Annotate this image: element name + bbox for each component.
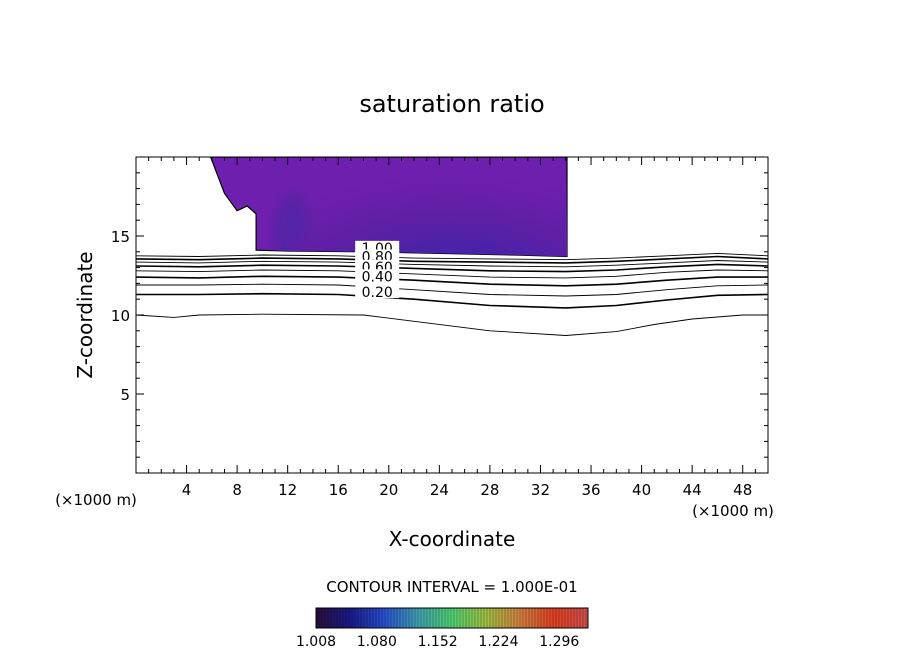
x-unit-label-right: (×1000 m): [692, 502, 774, 520]
contour-label: 0.20: [362, 285, 393, 301]
chart-title: saturation ratio: [359, 90, 544, 118]
y-tick-label: 15: [111, 228, 130, 246]
contour-interval-label: CONTOUR INTERVAL = 1.000E-01: [326, 578, 577, 596]
x-tick-label: 24: [430, 481, 449, 499]
x-tick-label: 28: [480, 481, 499, 499]
contour-line-0.10: [136, 313, 768, 336]
filled-region-core: [282, 157, 567, 257]
colorbar-gradient: [315, 607, 589, 629]
colorbar-tick-label: 1.224: [478, 634, 518, 650]
x-tick-label: 20: [379, 481, 398, 499]
x-unit-label: (×1000 m): [55, 491, 137, 509]
contour-line-0.60: [136, 263, 768, 273]
colorbar-hatch: [318, 608, 587, 628]
x-tick-label: 16: [329, 481, 348, 499]
contour-lines: [136, 252, 768, 336]
contour-label-bg: [355, 269, 400, 283]
x-tick-label: 8: [232, 481, 242, 499]
x-tick-label: 4: [182, 481, 192, 499]
contour-line-0.80: [136, 255, 768, 264]
x-tick-label: 32: [531, 481, 550, 499]
contour-line-0.50: [136, 269, 768, 279]
colorbar-tick-labels: 1.008 1.080 1.152 1.224 1.296: [296, 634, 579, 650]
x-axis-ticks: 4 8 12 16 20 24 28 32 36 40 44 48: [148, 157, 756, 499]
x-tick-label: 36: [581, 481, 600, 499]
contour-label: 0.40: [362, 269, 393, 285]
contour-line-0.20: [136, 292, 768, 309]
y-axis-ticks: 5 10 15: [111, 172, 768, 458]
x-tick-label: 12: [278, 481, 297, 499]
colorbar-tick-label: 1.008: [296, 634, 336, 650]
colorbar: 1.008 1.080 1.152 1.224 1.296: [296, 607, 589, 650]
y-tick-label: 10: [111, 307, 130, 325]
y-axis-label: Z-coordinate: [73, 251, 97, 378]
y-tick-label: 5: [120, 386, 130, 404]
x-axis-label: X-coordinate: [389, 527, 516, 551]
contour-line-0.90: [136, 252, 768, 261]
x-tick-label: 40: [632, 481, 651, 499]
contour-label-bg: [355, 249, 400, 263]
contour-label-bg: [355, 285, 400, 299]
contour-line-0.70: [136, 260, 768, 268]
contour-line-0.40: [136, 275, 768, 287]
colorbar-tick-label: 1.296: [539, 634, 579, 650]
x-tick-label: 48: [733, 481, 752, 499]
colorbar-tick-label: 1.080: [357, 634, 397, 650]
contour-inline-labels: 1.000.800.600.400.20: [355, 240, 400, 301]
contour-line-0.30: [136, 283, 768, 297]
colorbar-tick-label: 1.152: [418, 634, 458, 650]
x-tick-label: 44: [683, 481, 702, 499]
